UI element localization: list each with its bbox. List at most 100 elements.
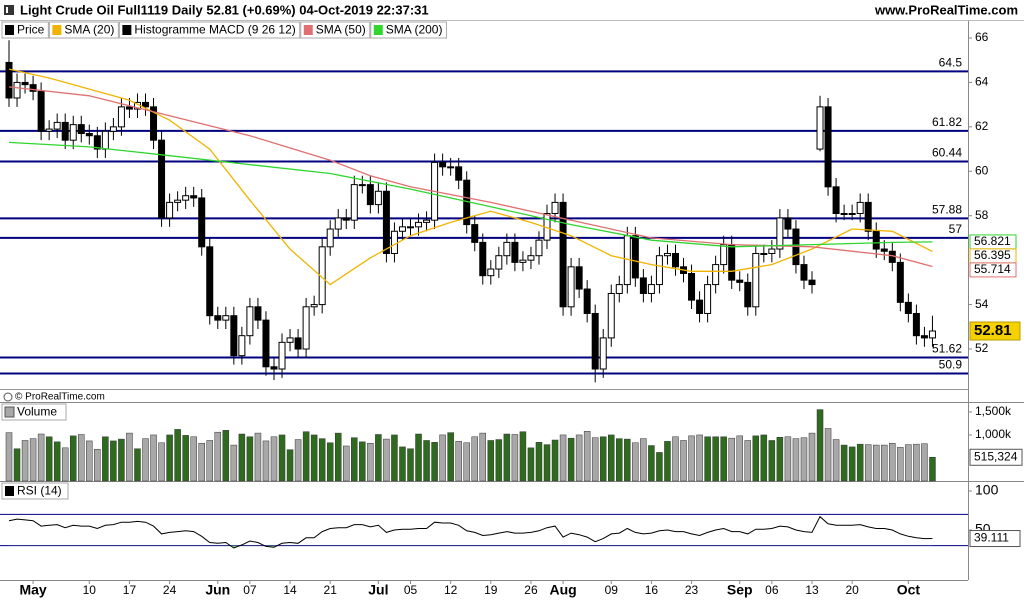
volume-bar bbox=[624, 438, 631, 482]
volume-bar bbox=[302, 431, 310, 482]
candle-body bbox=[864, 201, 872, 232]
x-tick-label: 26 bbox=[524, 583, 538, 597]
candle-body bbox=[206, 246, 214, 317]
copyright-icon bbox=[3, 392, 13, 402]
panel-title: RSI (14) bbox=[17, 484, 62, 498]
candle-body bbox=[567, 266, 575, 308]
volume-bar bbox=[326, 442, 334, 482]
volume-bar bbox=[792, 438, 800, 482]
candle-body bbox=[808, 279, 816, 286]
volume-bar bbox=[929, 457, 936, 482]
volume-bar bbox=[86, 440, 93, 482]
volume-bar bbox=[150, 434, 157, 482]
candle-body bbox=[479, 241, 487, 277]
candle-body bbox=[5, 61, 13, 99]
volume-bar bbox=[784, 436, 792, 482]
volume-bar bbox=[367, 442, 374, 482]
volume-bar bbox=[567, 437, 575, 482]
candle-body bbox=[776, 217, 784, 250]
volume-bar bbox=[519, 431, 527, 482]
candle-body bbox=[358, 184, 366, 187]
y-tick-label: 54 bbox=[975, 297, 989, 311]
volume-bar bbox=[206, 440, 213, 482]
volume-bar bbox=[824, 428, 832, 482]
volume-bar bbox=[503, 433, 511, 482]
candle-body bbox=[487, 268, 495, 277]
volume-bar bbox=[648, 445, 655, 482]
volume-bar bbox=[310, 434, 318, 482]
volume-bar bbox=[688, 435, 695, 482]
volume-bar bbox=[591, 437, 599, 482]
x-tick-label: Jul bbox=[368, 582, 388, 598]
volume-bar bbox=[720, 436, 727, 482]
volume-bar bbox=[21, 440, 29, 482]
candle-body bbox=[190, 195, 198, 199]
candle-body bbox=[13, 81, 21, 99]
volume-bar bbox=[551, 439, 559, 482]
volume-bar bbox=[447, 432, 454, 482]
volume-bar bbox=[134, 448, 141, 482]
x-tick-label: 09 bbox=[605, 583, 619, 597]
volume-bar bbox=[94, 448, 101, 482]
candle-body bbox=[904, 301, 912, 314]
candle-body bbox=[575, 266, 583, 290]
sma-value-label: 56.821 bbox=[974, 234, 1011, 248]
legend-swatch bbox=[5, 25, 14, 35]
candle-body bbox=[423, 219, 431, 223]
candle-body bbox=[455, 166, 463, 181]
last-price-box bbox=[969, 321, 1021, 341]
volume-bar bbox=[262, 440, 270, 482]
volume-bar bbox=[5, 432, 13, 482]
level-label: 61.82 bbox=[932, 115, 962, 129]
volume-bar bbox=[142, 438, 149, 482]
candle-body bbox=[912, 312, 920, 337]
candle-body bbox=[503, 241, 511, 257]
candle-body bbox=[447, 166, 455, 169]
legend-box bbox=[300, 21, 371, 39]
candle-body bbox=[230, 315, 238, 357]
volume-bar bbox=[728, 437, 735, 482]
y-tick-label: 64 bbox=[975, 75, 989, 89]
candle-body bbox=[374, 190, 382, 206]
volume-bar bbox=[712, 436, 719, 482]
volume-bar bbox=[334, 432, 342, 482]
panel-title: Volume bbox=[17, 405, 57, 419]
header-website: www.ProRealTime.com bbox=[874, 2, 1018, 17]
candle-body bbox=[856, 201, 864, 214]
copyright: © ProRealTime.com bbox=[15, 392, 105, 403]
volume-bar bbox=[616, 438, 623, 482]
candle-body bbox=[832, 186, 840, 214]
volume-bar bbox=[487, 440, 495, 482]
volume-bar bbox=[881, 444, 888, 482]
volume-bar bbox=[535, 442, 543, 482]
y-tick-label: 62 bbox=[975, 119, 989, 133]
volume-bar bbox=[190, 436, 197, 482]
level-label: 50.9 bbox=[939, 358, 963, 372]
x-tick-label: 10 bbox=[83, 583, 97, 597]
volume-bar bbox=[680, 440, 687, 482]
volume-bar bbox=[583, 431, 591, 482]
volume-value-box bbox=[969, 448, 1023, 466]
volume-bar bbox=[889, 442, 896, 482]
candle-body bbox=[238, 335, 246, 357]
candle-body bbox=[728, 244, 736, 281]
volume-bar bbox=[351, 437, 358, 482]
candle-body bbox=[407, 226, 414, 229]
sma-value-label: 56.395 bbox=[974, 248, 1011, 262]
y-tick-label: 60 bbox=[975, 163, 989, 177]
sma-line bbox=[8, 86, 933, 268]
volume-bar bbox=[913, 443, 920, 482]
legend-swatch bbox=[122, 25, 132, 35]
candle-body bbox=[511, 241, 519, 263]
y-tick-label: 1,500k bbox=[975, 404, 1012, 418]
candle-body bbox=[166, 201, 174, 219]
candle-body bbox=[671, 252, 679, 268]
legend-label: Price bbox=[17, 23, 45, 37]
candle-body bbox=[920, 335, 928, 339]
x-tick-label: 13 bbox=[805, 583, 819, 597]
candle-body bbox=[342, 217, 350, 221]
volume-bar bbox=[776, 436, 784, 482]
volume-bar bbox=[343, 445, 350, 482]
volume-bar bbox=[744, 440, 752, 482]
candle-body bbox=[696, 299, 704, 314]
